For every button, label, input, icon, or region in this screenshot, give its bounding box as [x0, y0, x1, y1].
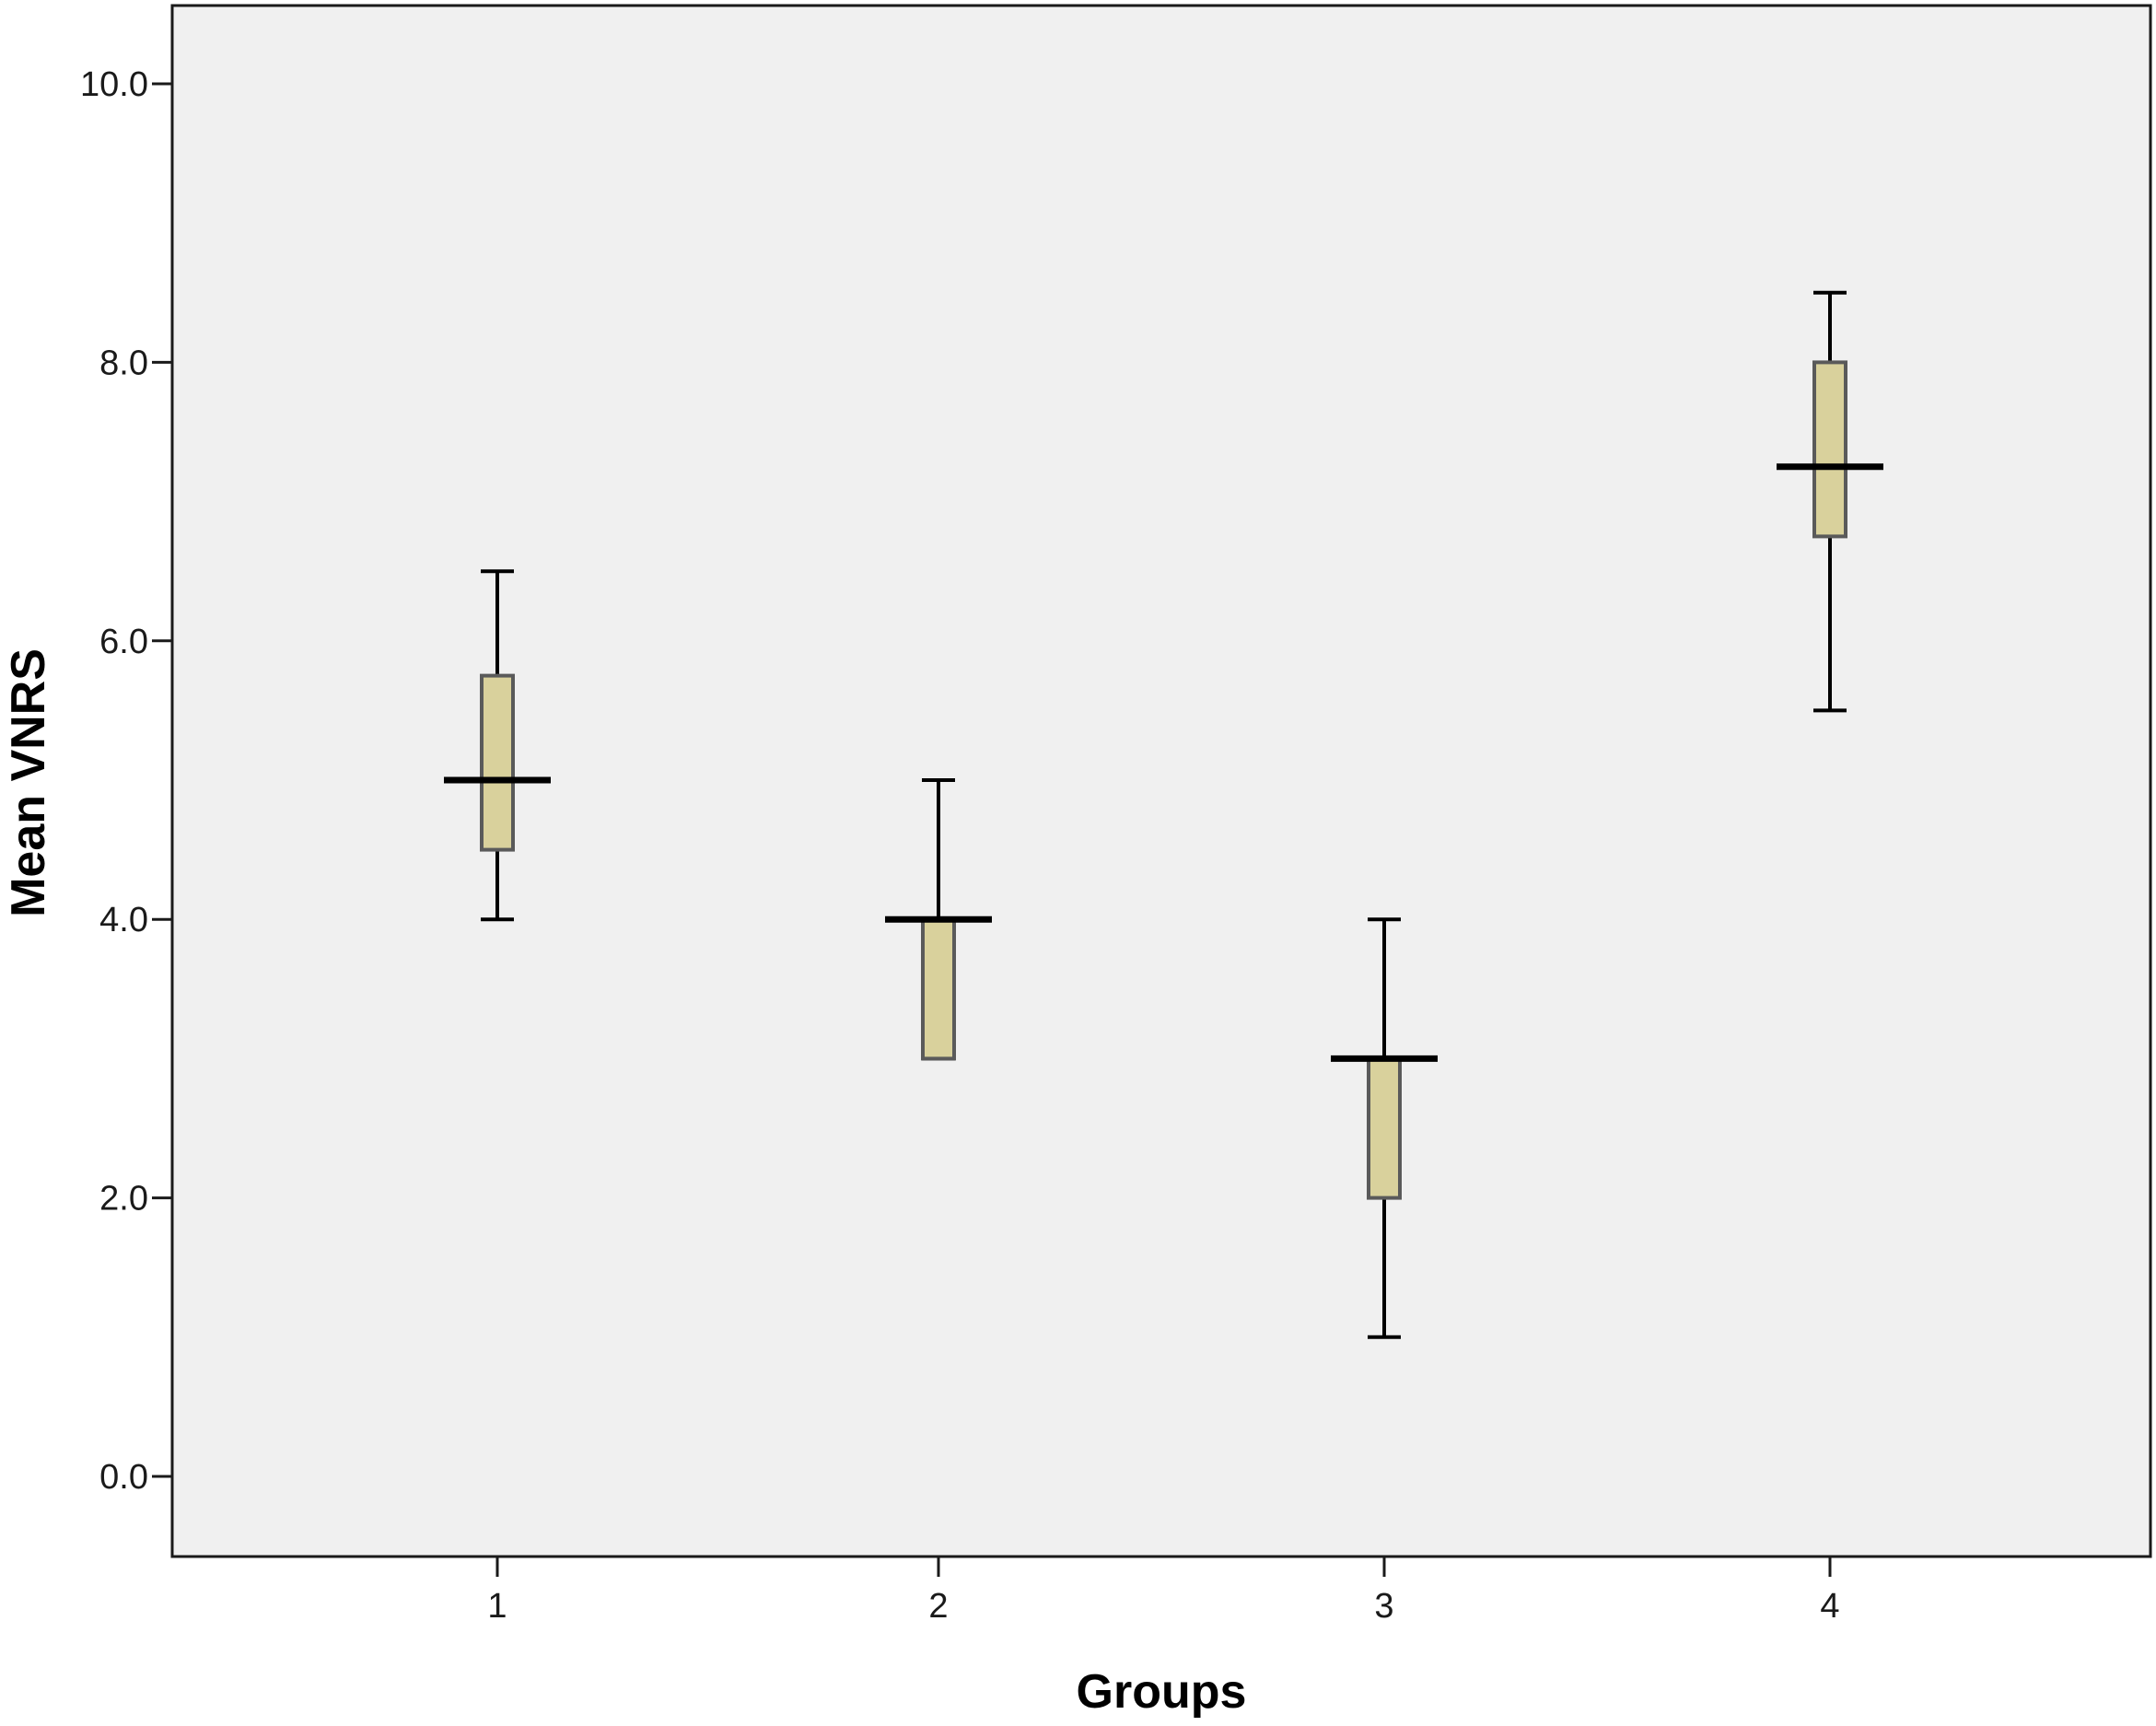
box-group-1: [444, 569, 551, 922]
box-series: [444, 290, 1883, 1339]
y-tick-label: 10.0: [80, 65, 148, 104]
y-tick-label: 6.0: [99, 623, 148, 661]
y-tick-label: 4.0: [99, 901, 148, 939]
iqr-box: [480, 673, 515, 852]
box-group-4: [1777, 290, 1883, 713]
y-axis-ticks: 0.0 2.0 4.0 6.0 8.0 10.0: [80, 65, 172, 1497]
y-tick-label: 2.0: [99, 1180, 148, 1219]
x-tick-label: 1: [487, 1587, 507, 1626]
box-group-2: [885, 778, 992, 1061]
iqr-box: [921, 917, 956, 1061]
iqr-box: [1367, 1056, 1402, 1200]
x-axis-ticks: 1 2 3 4: [487, 1557, 1840, 1626]
x-tick-label: 2: [928, 1587, 948, 1626]
x-tick-label: 3: [1374, 1587, 1393, 1626]
y-tick-label: 8.0: [99, 344, 148, 382]
x-axis-title: Groups: [1077, 1665, 1247, 1719]
y-axis-title: Mean VNRS: [2, 648, 55, 917]
box-group-3: [1331, 917, 1438, 1339]
x-tick-label: 4: [1820, 1587, 1839, 1626]
y-tick-label: 0.0: [99, 1458, 148, 1497]
iqr-box: [1812, 360, 1847, 539]
